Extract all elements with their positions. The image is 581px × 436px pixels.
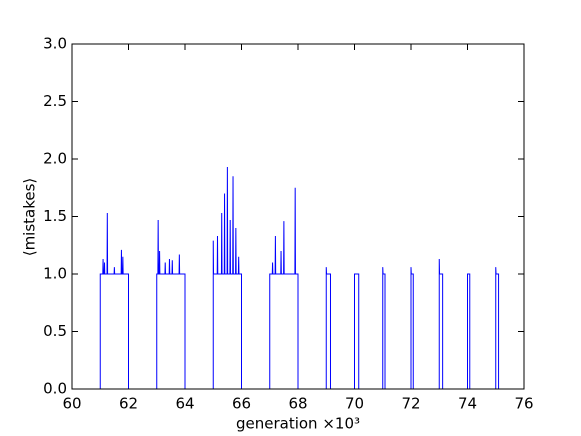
y-tick-label: 2.5 [43,92,67,110]
y-tick-label: 0.0 [43,380,67,398]
y-tick-label: 0.5 [43,322,67,340]
x-tick-label: 60 [62,395,81,413]
x-tick-label: 64 [175,395,194,413]
x-tick-label: 76 [514,395,533,413]
x-tick-label: 66 [232,395,251,413]
y-tick-label: 1.0 [43,265,67,283]
y-axis-label: ⟨mistakes⟩ [21,178,39,257]
x-tick-label: 72 [401,395,420,413]
x-tick-label: 74 [458,395,477,413]
x-axis-label: generation ×10³ [236,415,360,433]
x-tick-label: 70 [345,395,364,413]
x-tick-label: 62 [119,395,138,413]
y-tick-label: 2.0 [43,150,67,168]
x-tick-label: 68 [288,395,307,413]
y-tick-label: 3.0 [43,35,67,53]
y-tick-label: 1.5 [43,207,67,225]
plot-frame [71,43,525,390]
data-line [72,167,524,390]
